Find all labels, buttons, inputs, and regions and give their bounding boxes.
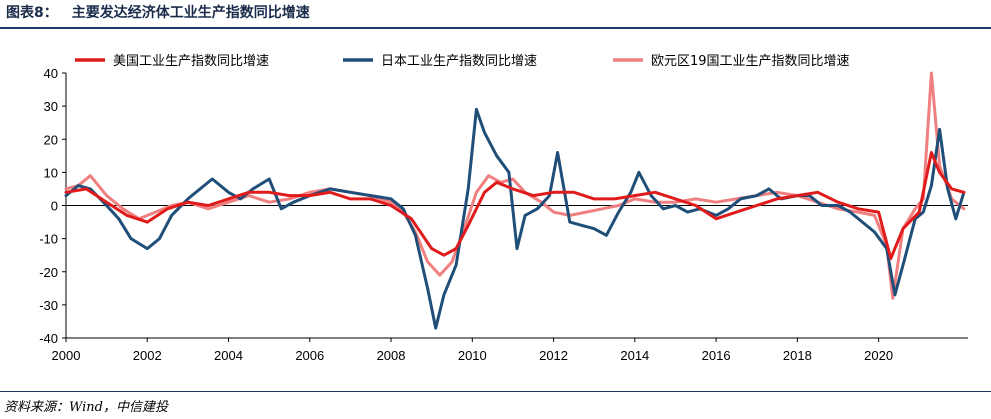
legend-label-2: 欧元区19国工业生产指数同比增速 <box>651 54 850 69</box>
y-tick-label: -30 <box>39 298 58 313</box>
x-tick-label: 2010 <box>458 348 487 363</box>
bottom-rule <box>0 391 991 392</box>
y-tick-label: 20 <box>44 132 58 147</box>
x-tick-label: 2000 <box>52 348 81 363</box>
y-tick-label: -20 <box>39 265 58 280</box>
y-tick-label: 10 <box>44 165 58 180</box>
figure-title: 图表8： 主要发达经济体工业生产指数同比增速 <box>6 2 310 22</box>
series-line-0 <box>64 151 966 260</box>
y-tick-label: 30 <box>44 99 58 114</box>
x-tick-label: 2006 <box>295 348 324 363</box>
series-layer <box>64 71 966 330</box>
x-tick-label: 2020 <box>864 348 893 363</box>
x-tick-label: 2002 <box>133 348 162 363</box>
y-tick-label: -10 <box>39 232 58 247</box>
y-tick-label: 40 <box>44 66 58 81</box>
top-rule <box>0 27 991 29</box>
figure-title-text: 主要发达经济体工业生产指数同比增速 <box>71 5 310 21</box>
series-line-1 <box>64 107 966 330</box>
y-tick-label: 0 <box>51 199 58 214</box>
x-tick-label: 2004 <box>214 348 243 363</box>
source-note: 资料来源：Wind，中信建投 <box>4 400 168 415</box>
legend-label-0: 美国工业生产指数同比增速 <box>113 54 269 69</box>
x-tick-label: 2012 <box>539 348 568 363</box>
x-tick-label: 2014 <box>620 348 649 363</box>
series-line-2 <box>64 71 966 300</box>
legend-label-1: 日本工业生产指数同比增速 <box>381 54 537 69</box>
y-tick-label: -40 <box>39 331 58 346</box>
x-tick-label: 2018 <box>783 348 812 363</box>
chart-legend: 美国工业生产指数同比增速 日本工业生产指数同比增速 欧元区19国工业生产指数同比增速 <box>75 54 850 69</box>
figure-number: 图表8： <box>6 5 58 21</box>
x-tick-label: 2016 <box>702 348 731 363</box>
x-tick-label: 2008 <box>377 348 406 363</box>
